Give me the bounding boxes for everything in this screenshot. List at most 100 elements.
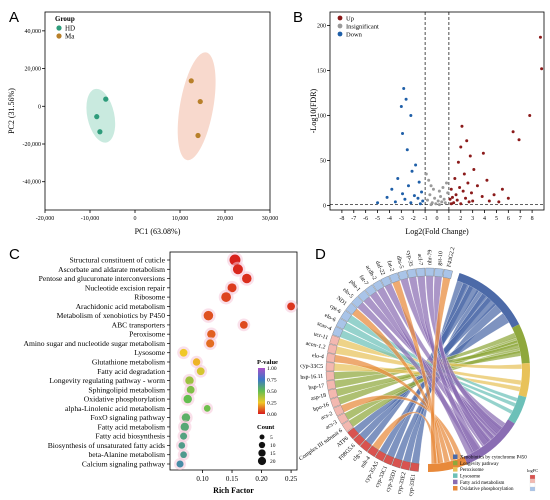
- point-up: [450, 195, 454, 199]
- gene-arc: [425, 267, 435, 277]
- data-point-hd: [94, 114, 100, 120]
- bubble: [196, 367, 205, 376]
- legend-label: Fatty acid metabolism: [460, 481, 505, 486]
- x-tick-label: -2: [411, 216, 416, 222]
- point-insignificant: [439, 195, 443, 198]
- y-tick-label: 100: [317, 114, 326, 120]
- size-legend-marker: [258, 449, 266, 457]
- x-tick-label: 0: [436, 216, 439, 222]
- gene-label: asp-18: [310, 393, 327, 403]
- logfc-scale: [529, 478, 536, 484]
- gene-label: fat-2: [385, 260, 395, 273]
- chord-ribbon: [340, 395, 463, 460]
- legend-marker: [56, 33, 62, 39]
- pathway-label: Ribosome: [134, 293, 165, 302]
- x-tick-label: -6: [363, 216, 368, 222]
- plot-frame: [329, 11, 545, 211]
- legend-label: HD: [65, 25, 75, 33]
- gene-arc: [332, 326, 344, 338]
- colorbar-tick-label: 0.25: [267, 401, 277, 407]
- y-tick-label: 50: [320, 159, 326, 165]
- colorbar-tick-label: 0.75: [267, 378, 277, 384]
- chord-ribbon: [430, 277, 451, 465]
- pathway-label: Oxidative phosphorylation: [84, 395, 165, 404]
- point-down: [416, 196, 420, 200]
- confidence-ellipse-ma: [177, 52, 216, 161]
- gene-label: scav-4: [316, 321, 332, 332]
- point-insignificant: [431, 187, 435, 191]
- gene-arc: [325, 371, 335, 381]
- point-up: [458, 186, 462, 189]
- gene-label: cyp-33E1: [408, 474, 417, 497]
- point-up: [540, 67, 544, 71]
- x-axis-label: PC1 (63.08%): [135, 227, 181, 236]
- gene-label: acl-7: [416, 254, 423, 266]
- gene-arc: [353, 433, 366, 446]
- x-tick-label: -8: [339, 216, 344, 222]
- gene-label: dhs-5: [395, 255, 404, 269]
- legend-swatch: [453, 454, 458, 459]
- bubble: [180, 451, 187, 459]
- bubble: [181, 413, 191, 422]
- bubble: [207, 329, 216, 339]
- point-down: [417, 180, 421, 184]
- point-insignificant: [440, 200, 444, 204]
- gene-arc: [389, 272, 400, 284]
- point-up: [448, 197, 452, 201]
- bubble: [242, 273, 252, 284]
- y-tick-label: -40,000: [23, 180, 42, 186]
- point-down: [414, 163, 418, 167]
- point-up: [538, 35, 542, 39]
- pathway-label: Longevity regulating pathway - worm: [49, 376, 165, 385]
- pathway-label: beta-Alanine metabolism: [88, 450, 165, 459]
- bubble: [178, 442, 186, 449]
- bubble: [186, 385, 195, 394]
- gene-label: acs-3: [325, 420, 339, 431]
- size-legend-marker: [257, 456, 267, 466]
- gene-label: cyp-33E2: [397, 472, 408, 495]
- size-legend-title: Count: [257, 424, 275, 431]
- bubble: [206, 339, 215, 348]
- legend-label: Oxidative phosphorylation: [460, 487, 514, 492]
- legend-marker: [337, 31, 343, 37]
- gene-arc: [337, 412, 349, 425]
- x-tick-label: 7: [519, 216, 522, 222]
- gene-arc: [409, 462, 420, 472]
- logfc-label: logFC: [527, 468, 538, 473]
- point-down: [390, 187, 394, 191]
- point-up: [459, 145, 463, 149]
- x-tick-label: 0.15: [226, 475, 239, 483]
- gene-arc: [406, 268, 417, 279]
- pathway-label: Amino sugar and nucleotide sugar metabol…: [23, 339, 165, 348]
- colorbar-tick-label: 0.50: [267, 389, 277, 395]
- gene-arc: [325, 362, 335, 372]
- point-up: [452, 201, 456, 205]
- size-legend-marker: [259, 434, 265, 440]
- pathway-label: alpha-Linolenic acid metabolism: [65, 404, 165, 413]
- gene-arc: [330, 396, 341, 408]
- point-up: [471, 199, 475, 203]
- point-up: [487, 199, 491, 203]
- legend-swatch: [453, 486, 458, 491]
- point-up: [528, 114, 532, 117]
- gene-label: hpo-16: [312, 402, 330, 413]
- y-tick-label: 0: [323, 204, 326, 210]
- panel-label-b: B: [293, 9, 303, 26]
- point-down: [401, 132, 405, 135]
- point-down: [404, 97, 408, 101]
- x-tick-label: 30,000: [262, 216, 279, 222]
- pathway-arc: [428, 456, 468, 472]
- colorbar-title: P-value: [257, 359, 278, 366]
- data-point-hd: [97, 129, 103, 135]
- legend-swatch: [453, 473, 458, 478]
- confidence-ellipse-hd: [86, 88, 116, 143]
- data-point-ma: [195, 132, 201, 139]
- bubble: [203, 310, 214, 321]
- gene-label: ND1: [335, 295, 348, 307]
- x-tick-label: 0: [134, 216, 137, 222]
- point-up: [453, 177, 457, 180]
- pathway-label: Fatty acid metabolism: [98, 422, 166, 431]
- bubble: [185, 376, 194, 385]
- y-tick-label: 40,000: [25, 29, 42, 35]
- bubble: [179, 348, 188, 357]
